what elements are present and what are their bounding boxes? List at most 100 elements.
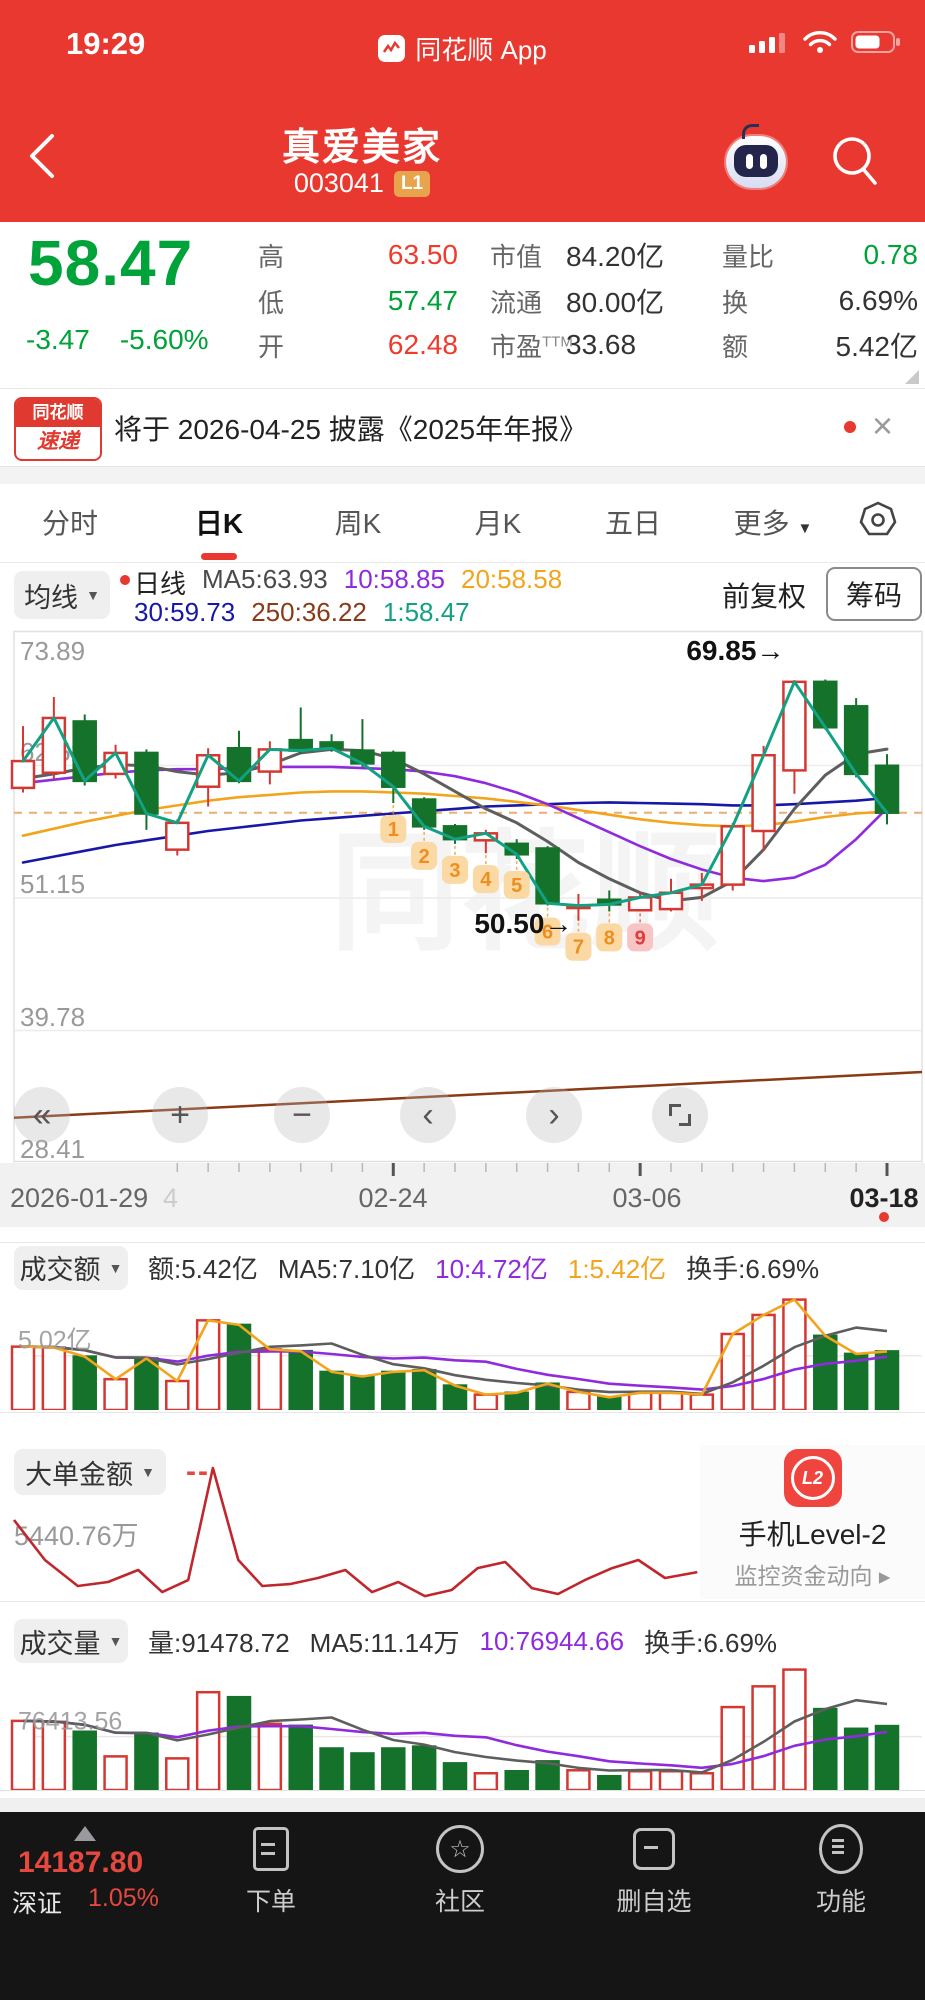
- amount-chart[interactable]: 5.02亿: [0, 1292, 925, 1410]
- x-axis-label: 02-24: [358, 1183, 428, 1213]
- bigorder-header: 大单金额 ▼ --: [0, 1448, 925, 1496]
- nav-item-order[interactable]: 下单: [201, 1826, 341, 1918]
- amount-token: 额:5.42亿: [148, 1254, 258, 1284]
- tab-daily[interactable]: 日K: [164, 502, 274, 560]
- bigorder-empty-value: --: [186, 1455, 210, 1488]
- svg-text:69.85→: 69.85→: [686, 635, 784, 666]
- tab-more[interactable]: 更多 ▼: [733, 508, 813, 539]
- svg-text:76413.56: 76413.56: [18, 1708, 122, 1736]
- amount-header: 成交额 ▼ 额:5.42亿 MA5:7.10亿 10:4.72亿 1:5.42亿 …: [0, 1243, 925, 1292]
- ma-dropdown[interactable]: 均线 ▼: [14, 571, 110, 619]
- stat-label: 换: [722, 287, 749, 318]
- nav-item-functions[interactable]: 功能: [771, 1824, 911, 1918]
- status-app-badge: 同花顺 App: [0, 30, 925, 67]
- stat-value-volratio: 0.78: [863, 239, 919, 270]
- x-axis-label: 4: [163, 1183, 179, 1213]
- svg-text:9: 9: [635, 927, 646, 949]
- stat-value-turnover: 6.69%: [838, 285, 918, 316]
- bigorder-dropdown[interactable]: 大单金额 ▼: [14, 1449, 166, 1495]
- stat-label: 量比: [722, 241, 775, 272]
- collapse-left-button[interactable]: «: [14, 1087, 70, 1143]
- period-tab-bar: 分时 日K 周K 月K 五日 更多 ▼: [0, 484, 925, 563]
- stat-value-open: 62.48: [387, 329, 458, 360]
- fullscreen-icon: [669, 1104, 691, 1126]
- fullscreen-button[interactable]: [652, 1087, 708, 1143]
- functions-menu-icon: [819, 1824, 863, 1874]
- tab-monthly[interactable]: 月K: [474, 508, 522, 539]
- kline-chart[interactable]: 同花顺73.8962.5251.1539.7828.4112345678969.…: [0, 630, 925, 1164]
- nav-item-community[interactable]: ☆ 社区: [390, 1825, 530, 1918]
- zoom-in-button[interactable]: +: [152, 1087, 208, 1143]
- level1-badge: L1: [393, 170, 431, 197]
- stock-code: 003041: [293, 168, 384, 198]
- assistant-robot-icon[interactable]: [726, 124, 786, 188]
- index-value: 14187.80: [18, 1846, 144, 1879]
- x-axis-label: 03-06: [612, 1183, 682, 1213]
- stat-value-mktcap: 84.20亿: [566, 241, 665, 272]
- level2-icon: L2: [783, 1449, 842, 1507]
- stat-label: 高: [258, 241, 285, 272]
- bigorder-chart[interactable]: [0, 1445, 925, 1601]
- zoom-out-button[interactable]: −: [274, 1087, 330, 1143]
- svg-text:28.41: 28.41: [20, 1134, 85, 1163]
- chip-distribution-button[interactable]: 筹码: [826, 567, 922, 621]
- svg-text:1: 1: [388, 819, 399, 841]
- stat-value-low: 57.47: [387, 285, 458, 316]
- amount-token: MA5:7.10亿: [277, 1254, 416, 1284]
- ma-token: 10:58.85: [343, 564, 445, 594]
- level2-subtitle: 监控资金动向 ▸: [734, 1563, 891, 1589]
- pan-left-button[interactable]: ‹: [400, 1087, 456, 1143]
- svg-text:8: 8: [604, 927, 615, 949]
- price-change: -3.47: [26, 324, 90, 355]
- x-axis-label: 2026-01-29: [10, 1183, 149, 1213]
- page-title: 真爱美家: [281, 127, 442, 169]
- status-app-name: 同花顺 App: [415, 35, 547, 65]
- tab-fiveday[interactable]: 五日: [604, 508, 661, 539]
- back-button[interactable]: [22, 128, 66, 184]
- volume-header: 成交量 ▼ 量:91478.72 MA5:11.14万 10:76944.66 换…: [0, 1618, 925, 1664]
- settings-gear-icon[interactable]: [858, 500, 898, 545]
- nav-item-remove-watchlist[interactable]: 删自选: [584, 1826, 724, 1918]
- stat-value-float: 80.00亿: [566, 287, 665, 318]
- volume-dropdown[interactable]: 成交量 ▼: [14, 1619, 128, 1663]
- stat-value-high: 63.50: [387, 239, 458, 270]
- battery-icon: [851, 30, 903, 59]
- news-close-icon[interactable]: ×: [872, 405, 894, 446]
- expand-corner-icon[interactable]: [905, 370, 919, 384]
- ma-token: MA5:63.93: [202, 564, 328, 594]
- status-time: 19:29: [66, 26, 146, 61]
- tab-minute[interactable]: 分时: [41, 508, 98, 539]
- amount-token: 10:4.72亿: [435, 1254, 548, 1284]
- latest-date-dot: [879, 1212, 889, 1222]
- volume-token: 10:76944.66: [479, 1625, 625, 1656]
- index-market-name: 深证: [12, 1890, 63, 1918]
- wifi-icon: [803, 30, 837, 59]
- svg-text:2: 2: [419, 846, 430, 868]
- adjust-mode-label[interactable]: 前复权: [722, 581, 807, 612]
- level2-ad[interactable]: L2 手机Level-2 监控资金动向 ▸: [700, 1445, 925, 1599]
- kline-svg: 同花顺73.8962.5251.1539.7828.4112345678969.…: [10, 630, 923, 1164]
- stat-label: 开: [258, 331, 285, 362]
- quote-panel: 58.47 -3.47 -5.60% 高 63.50 低 57.47 开 62.…: [0, 222, 925, 388]
- svg-text:51.15: 51.15: [20, 869, 85, 899]
- stat-label: 市盈TTM: [490, 331, 573, 362]
- index-change-pct: 1.05%: [88, 1884, 159, 1912]
- level2-title: 手机Level-2: [738, 1519, 887, 1550]
- volume-token: 量:91478.72: [148, 1627, 290, 1658]
- tab-weekly[interactable]: 周K: [334, 508, 382, 539]
- signal-icon: [749, 30, 789, 59]
- ma-token: 20:58.58: [460, 564, 563, 594]
- stat-label: 额: [722, 331, 749, 362]
- amount-dropdown[interactable]: 成交额 ▼: [14, 1245, 128, 1290]
- volume-token: MA5:11.14万: [309, 1627, 460, 1658]
- stat-value-pe: 33.68: [566, 329, 637, 360]
- search-icon[interactable]: [828, 132, 884, 193]
- x-axis: 2026-01-29 4 02-24 03-06 03-18: [0, 1163, 925, 1227]
- unread-dot: [844, 421, 856, 433]
- stat-label: 市值: [490, 241, 543, 272]
- pan-right-button[interactable]: ›: [526, 1087, 582, 1143]
- bottom-nav: 14187.80 深证 1.05% 下单 ☆ 社区 删自选 功能: [0, 1812, 925, 2000]
- volume-chart[interactable]: 76413.56: [0, 1662, 925, 1790]
- app-logo-icon: [378, 35, 406, 62]
- news-bar[interactable]: 同花顺 速递 将于 2026-04-25 披露《2025年年报》 ×: [0, 389, 925, 466]
